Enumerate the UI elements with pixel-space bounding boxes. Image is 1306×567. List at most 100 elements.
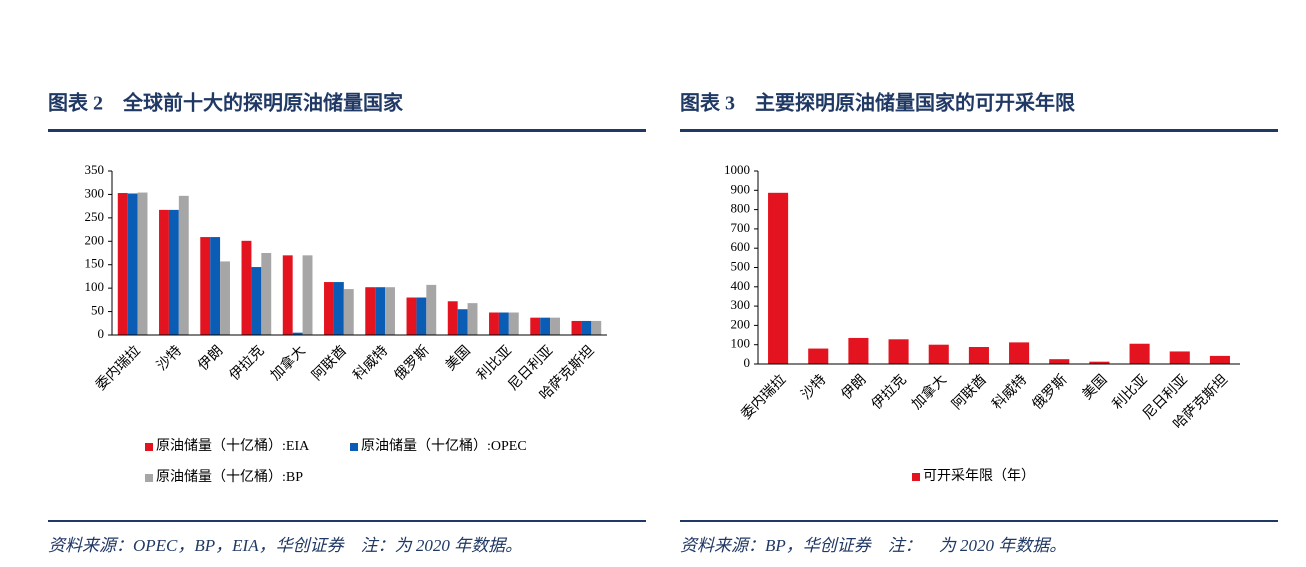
note-rule	[48, 520, 646, 522]
bar	[200, 237, 211, 335]
bar	[117, 193, 128, 335]
bar	[159, 209, 169, 335]
x-tick-label: 沙特	[798, 372, 829, 403]
x-tick-label: 加拿大	[908, 371, 950, 413]
y-tick-label: 800	[731, 201, 751, 216]
bar	[282, 255, 293, 335]
y-tick-label: 900	[731, 181, 751, 196]
bar	[591, 320, 602, 335]
bar	[1169, 351, 1190, 364]
bar	[550, 317, 560, 335]
y-tick-label: 700	[731, 220, 751, 235]
chart-title: 图表 2 全球前十大的探明原油储量国家	[48, 91, 404, 115]
x-tick-label: 加拿大	[267, 342, 309, 384]
title-rule	[680, 129, 1278, 132]
legend-label: 原油储量（十亿桶）:EIA	[156, 438, 310, 454]
x-tick-label: 美国	[1079, 372, 1110, 403]
y-tick-label: 350	[85, 162, 105, 177]
bar	[168, 209, 179, 335]
y-tick-label: 600	[731, 239, 751, 254]
y-tick-label: 400	[731, 278, 751, 293]
bar	[508, 312, 519, 335]
x-tick-label: 科威特	[989, 372, 1030, 413]
bar	[1049, 359, 1070, 364]
y-tick-label: 200	[85, 232, 105, 247]
bar	[1089, 361, 1110, 364]
bar	[426, 284, 437, 335]
bar	[220, 261, 230, 335]
bar	[333, 282, 344, 335]
title-rule	[48, 129, 646, 132]
y-tick-label: 250	[85, 209, 105, 224]
bar	[888, 339, 909, 364]
x-tick-label: 阿联酋	[948, 371, 990, 413]
chart-title: 图表 3 主要探明原油储量国家的可开采年限	[680, 91, 1075, 115]
x-tick-label: 利比亚	[474, 343, 515, 384]
y-tick-label: 0	[98, 326, 105, 341]
bar	[928, 344, 949, 364]
bar	[768, 192, 789, 364]
x-tick-label: 伊拉克	[869, 372, 910, 413]
y-tick-label: 500	[731, 258, 751, 273]
source-note: 资料来源：OPEC，BP，EIA，华创证券 注：为 2020 年数据。	[48, 536, 522, 555]
legend-label: 可开采年限（年）	[923, 468, 1035, 484]
bar	[1209, 355, 1230, 364]
bar	[241, 240, 252, 335]
bar	[178, 195, 189, 335]
legend-label: 原油储量（十亿桶）:OPEC	[361, 438, 527, 454]
x-tick-label: 阿联酋	[308, 342, 350, 384]
y-tick-label: 200	[731, 316, 751, 331]
y-tick-label: 300	[731, 297, 751, 312]
x-tick-label: 科威特	[350, 343, 391, 384]
x-tick-label: 俄罗斯	[391, 343, 432, 384]
bar	[137, 192, 148, 335]
bar	[416, 297, 427, 335]
bar	[968, 347, 989, 364]
bar	[457, 309, 468, 335]
source-note: 资料来源：BP，华创证券 注： 为 2020 年数据。	[680, 536, 1066, 555]
bar	[498, 312, 509, 335]
x-tick-label: 沙特	[154, 343, 185, 374]
y-tick-label: 300	[85, 185, 105, 200]
bar	[530, 317, 541, 335]
y-tick-label: 100	[731, 336, 751, 351]
bar	[1129, 343, 1150, 364]
bar	[385, 287, 395, 335]
bar	[489, 312, 499, 335]
bar	[848, 337, 869, 364]
note-rule	[680, 520, 1278, 522]
x-tick-label: 委内瑞拉	[738, 372, 789, 423]
bar	[375, 287, 386, 335]
bar	[467, 303, 478, 335]
bar	[406, 297, 417, 335]
bar	[302, 255, 313, 335]
bar	[251, 267, 262, 335]
y-tick-label: 0	[744, 355, 751, 370]
x-tick-label: 委内瑞拉	[93, 343, 144, 394]
legend-swatch	[912, 473, 920, 481]
legend-swatch	[145, 474, 153, 482]
x-tick-label: 利比亚	[1110, 372, 1151, 413]
bar	[261, 253, 272, 335]
bar	[292, 332, 303, 335]
bar	[324, 282, 334, 335]
x-tick-label: 伊朗	[195, 343, 226, 374]
bar	[808, 348, 829, 364]
legend-swatch	[350, 443, 358, 451]
y-tick-label: 50	[91, 303, 104, 318]
legend-swatch	[145, 443, 153, 451]
bar	[571, 320, 582, 335]
bar	[365, 287, 376, 335]
legend-label: 原油储量（十亿桶）:BP	[156, 469, 303, 485]
bar	[127, 193, 138, 335]
x-tick-label: 美国	[443, 343, 474, 374]
bar	[343, 289, 354, 335]
bar	[1009, 342, 1030, 364]
y-tick-label: 150	[85, 256, 105, 271]
y-tick-label: 1000	[724, 162, 750, 177]
x-tick-label: 伊朗	[838, 372, 869, 403]
bar	[447, 301, 458, 335]
bar	[540, 317, 551, 335]
y-tick-label: 100	[85, 279, 105, 294]
